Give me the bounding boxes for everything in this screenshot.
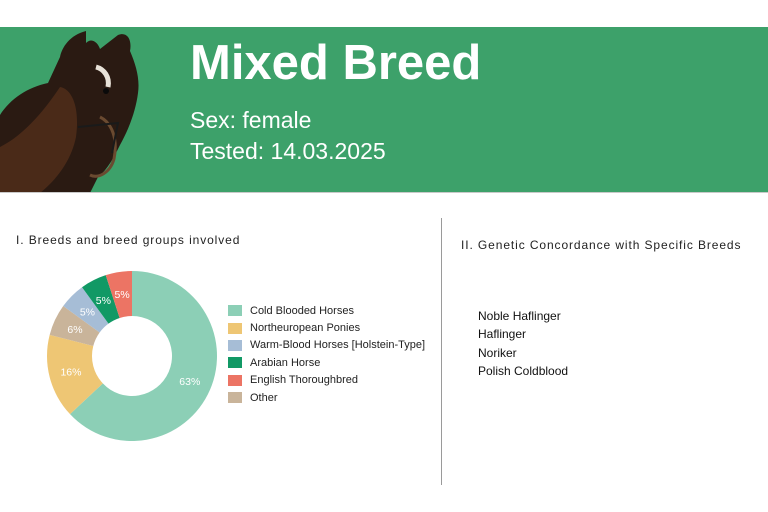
donut-slice [70,271,218,441]
slice-label: 16% [60,367,81,379]
breed-list-item: Noriker [478,345,517,360]
header-banner: Mixed Breed Sex: female Tested: 14.03.20… [0,27,768,193]
legend-item: Cold Blooded Horses [228,302,425,319]
slice-label: 6% [67,324,82,336]
breed-donut-chart: 63%16%6%5%5%5% [46,271,218,441]
legend-item: Other [228,389,425,406]
horse-photo [0,31,139,192]
donut-slice [63,287,109,333]
legend-swatch [228,322,242,334]
legend-label: Arabian Horse [250,356,321,369]
legend-swatch [228,392,242,404]
section-title-breeds: I. Breeds and breed groups involved [16,233,241,247]
legend-item: Warm-Blood Horses [Holstein-Type] [228,337,425,354]
slice-label: 5% [115,289,130,301]
legend-swatch [228,339,242,351]
breed-list-item: Noble Haflinger [478,309,561,323]
slice-label: 63% [179,376,200,388]
legend-item: Arabian Horse [228,354,425,371]
legend-swatch [228,357,242,369]
legend-label: Other [250,391,278,404]
legend-label: Cold Blooded Horses [250,304,354,317]
page-title: Mixed Breed [190,36,482,90]
breed-list-item: Polish Coldblood [478,364,569,379]
breed-list-item: Haflinger [478,327,527,342]
donut-slice [82,275,120,324]
slice-label: 5% [80,306,95,318]
tested-date: Tested: 14.03.2025 [190,138,386,164]
donut-slice [105,271,132,318]
legend-label: Northeuropean Ponies [250,322,361,335]
donut-slice [46,334,103,415]
legend-label: English Thoroughbred [250,374,359,387]
section-title-concordance: II. Genetic Concordance with Specific Br… [461,238,742,252]
legend-swatch [228,374,242,386]
donut-slice [49,306,100,347]
concordance-breed-list: Noble Haflinger Haflinger Noriker Polish Co… [478,308,568,382]
chart-legend: Cold Blooded Horses Northeuropean Ponies W… [228,302,425,406]
legend-label: Warm-Blood Horses [Holstein-Type] [250,339,426,352]
slice-label: 5% [96,295,111,307]
legend-item: Northeuropean Ponies [228,319,425,336]
legend-item: English Thoroughbred [228,372,425,389]
column-divider [441,218,442,485]
sex-label: Sex: female [190,107,312,133]
legend-swatch [228,305,242,317]
